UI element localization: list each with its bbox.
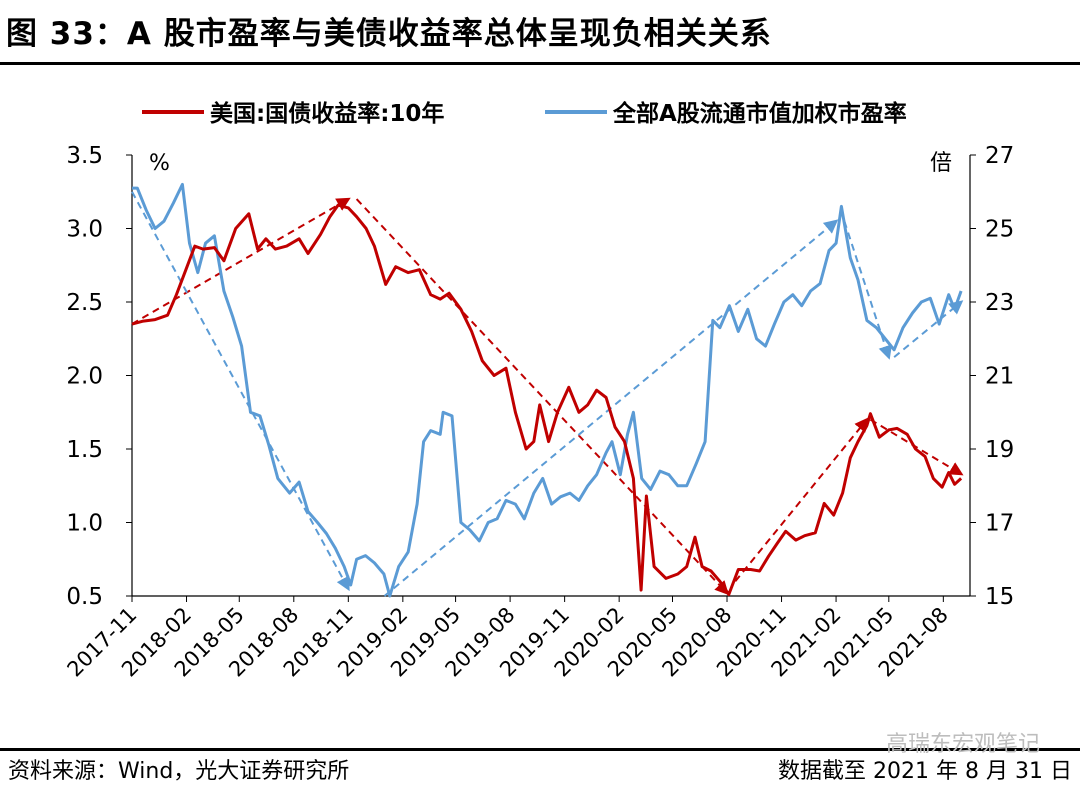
- us-treasury-yield-line: [131, 203, 963, 596]
- data-cutoff-note: 数据截至 2021 年 8 月 31 日: [778, 759, 1072, 784]
- trend-arrows: [131, 191, 964, 597]
- left-tick-label: 0.5: [66, 584, 103, 610]
- source-note: 资料来源：Wind，光大证券研究所: [8, 759, 350, 784]
- right-tick-label: 17: [985, 511, 1014, 537]
- left-tick-label: 1.0: [66, 511, 103, 537]
- left-tick-label: 3.0: [66, 217, 103, 243]
- left-unit-label: %: [149, 151, 170, 176]
- right-tick-label: 15: [985, 584, 1014, 610]
- trend-arrow: [131, 191, 350, 592]
- trend-arrow: [131, 197, 351, 325]
- legend-label: 全部A股流通市值加权市盈率: [612, 100, 907, 127]
- right-tick-label: 27: [985, 143, 1014, 169]
- trend-arrow: [355, 198, 729, 596]
- series-lines: [131, 182, 963, 598]
- watermark: 高瑞东宏观笔记: [885, 732, 1040, 757]
- left-tick-label: 2.5: [66, 290, 103, 316]
- right-unit-label: 倍: [930, 151, 952, 176]
- bottom-rule: [0, 748, 1080, 751]
- left-tick-label: 2.0: [66, 364, 103, 390]
- left-tick-label: 3.5: [66, 143, 103, 169]
- figure-title: 图 33：A 股市盈率与美债收益率总体呈现负相关关系: [6, 16, 772, 52]
- trend-arrow: [734, 417, 869, 582]
- left-tick-label: 1.5: [66, 437, 103, 463]
- legend-label: 美国:国债收益率:10年: [210, 100, 444, 127]
- top-rule: [0, 62, 1080, 65]
- right-tick-label: 23: [985, 290, 1014, 316]
- a-share-pe-line: [132, 182, 963, 598]
- trend-arrow: [893, 300, 964, 358]
- legend: 美国:国债收益率:10年 全部A股流通市值加权市盈率: [142, 100, 907, 127]
- right-tick-label: 25: [985, 217, 1014, 243]
- right-tick-label: 19: [985, 437, 1014, 463]
- right-tick-label: 21: [985, 364, 1014, 390]
